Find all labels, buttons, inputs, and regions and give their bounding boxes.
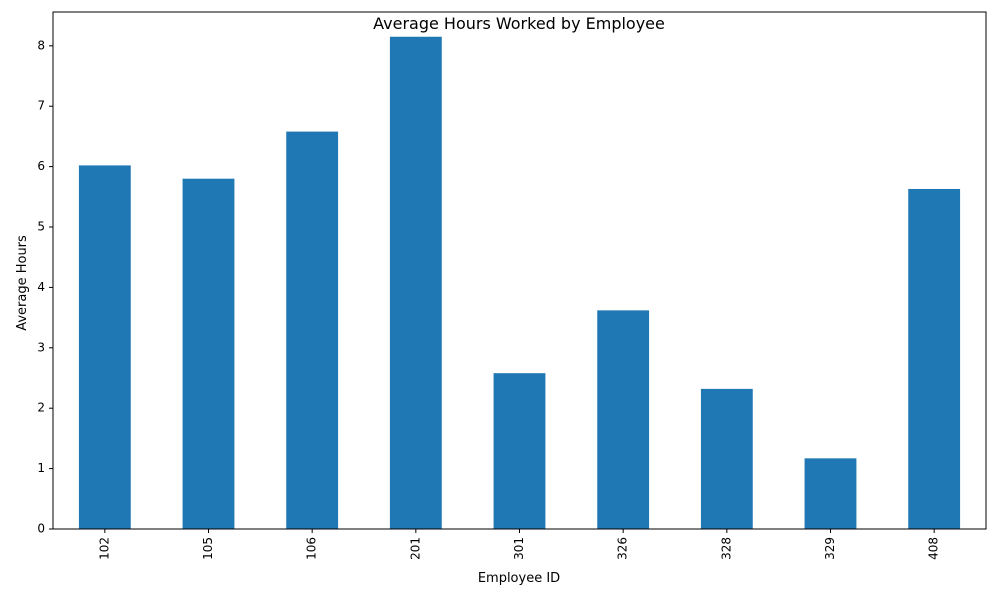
bar-105 (182, 178, 235, 529)
y-axis: 0 1 2 3 4 5 6 7 8 (37, 38, 53, 536)
x-tick-label: 301 (512, 537, 526, 560)
x-tick-label: 329 (823, 537, 837, 560)
y-tick-label: 1 (37, 461, 45, 475)
x-tick-label: 105 (201, 537, 215, 560)
x-tick-label: 102 (97, 537, 111, 560)
y-tick-label: 5 (37, 220, 45, 234)
y-tick-label: 7 (37, 99, 45, 113)
bar-328 (700, 388, 753, 529)
chart-title: Average Hours Worked by Employee (373, 14, 665, 33)
y-tick-label: 0 (37, 522, 45, 536)
x-axis-title: Employee ID (478, 571, 560, 586)
y-tick-label: 6 (37, 159, 45, 173)
bar-408 (908, 188, 961, 529)
bar-106 (286, 131, 339, 529)
bars-layer (78, 36, 961, 529)
x-tick-label: 328 (719, 537, 733, 560)
y-tick-label: 4 (37, 280, 45, 294)
y-tick-label: 3 (37, 340, 45, 354)
y-tick-label: 8 (37, 38, 45, 52)
x-tick-label: 201 (408, 537, 422, 560)
y-tick-label: 2 (37, 401, 45, 415)
bar-329 (804, 458, 857, 529)
bar-301 (493, 373, 546, 529)
bar-201 (389, 36, 442, 529)
bar-326 (597, 310, 650, 529)
x-tick-label: 106 (305, 537, 319, 560)
y-axis-title: Average Hours (15, 235, 30, 331)
bar-102 (78, 165, 131, 529)
x-tick-label: 408 (927, 537, 941, 560)
plot-frame (52, 11, 987, 530)
x-axis: 102 105 106 201 301 326 328 329 408 (97, 529, 941, 560)
x-tick-label: 326 (616, 537, 630, 560)
